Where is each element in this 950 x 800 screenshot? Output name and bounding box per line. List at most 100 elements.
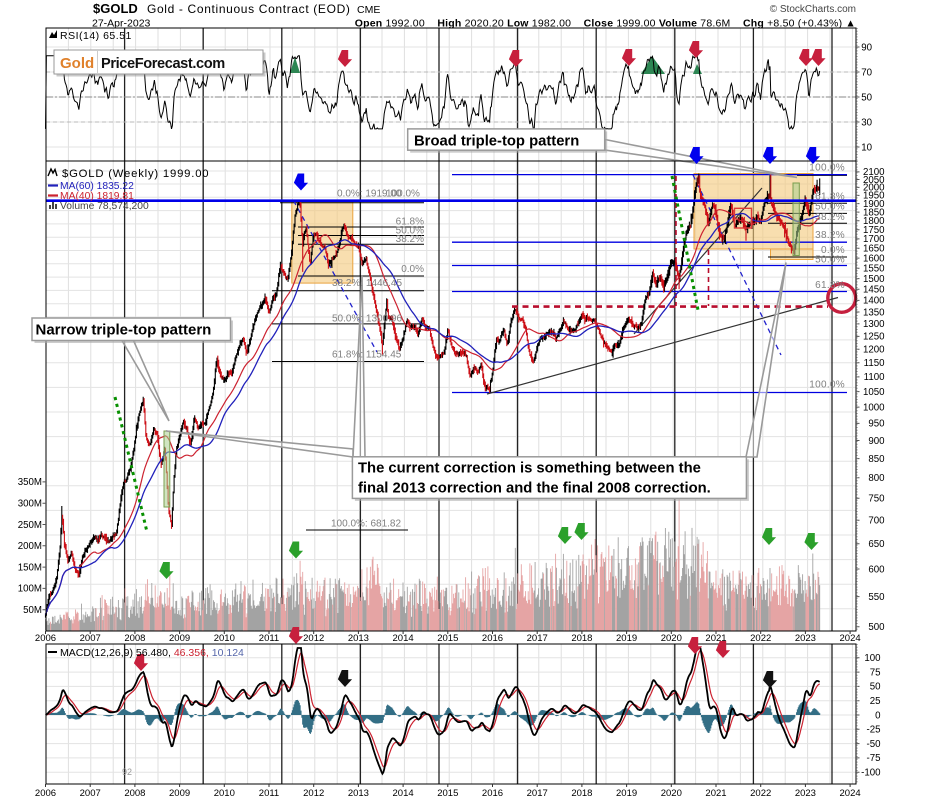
svg-text:2013: 2013 bbox=[348, 788, 369, 799]
svg-text:0.0%: 1919.00: 0.0%: 1919.00 bbox=[337, 189, 402, 200]
svg-text:61.8%: 1154.45: 61.8%: 1154.45 bbox=[332, 350, 402, 361]
svg-text:MA(60) 1835.22: MA(60) 1835.22 bbox=[60, 181, 134, 192]
svg-text:2022: 2022 bbox=[750, 633, 771, 644]
svg-text:38.2%: 38.2% bbox=[815, 230, 845, 241]
svg-text:61.8%: 61.8% bbox=[815, 191, 845, 202]
svg-text:1050: 1050 bbox=[863, 387, 885, 398]
svg-text:700: 700 bbox=[868, 516, 885, 527]
svg-text:100.0%: 100.0% bbox=[809, 379, 845, 390]
svg-text:100.0%: 100.0% bbox=[386, 189, 420, 200]
svg-text:2100: 2100 bbox=[863, 167, 885, 178]
svg-text:2050: 2050 bbox=[863, 175, 885, 186]
svg-text:1300: 1300 bbox=[863, 319, 885, 330]
svg-text:2009: 2009 bbox=[169, 633, 190, 644]
svg-text:38.2%: 1446.45: 38.2%: 1446.45 bbox=[332, 278, 402, 289]
svg-text:Narrow triple-top pattern: Narrow triple-top pattern bbox=[36, 322, 212, 339]
svg-text:100.0%: 100.0% bbox=[809, 163, 845, 174]
svg-text:100: 100 bbox=[864, 653, 881, 664]
svg-text:2010: 2010 bbox=[214, 788, 235, 799]
svg-text:75: 75 bbox=[870, 667, 881, 678]
svg-text:1850: 1850 bbox=[863, 207, 885, 218]
svg-text:2022: 2022 bbox=[750, 788, 771, 799]
svg-text:Open 1992.00 High 2020.20 L: Open 1992.00 High 2020.20 Low 1982.00 Cl… bbox=[355, 18, 856, 30]
svg-text:2015: 2015 bbox=[437, 788, 458, 799]
svg-text:50.0%: 50.0% bbox=[815, 254, 845, 265]
svg-text:2007: 2007 bbox=[80, 788, 101, 799]
svg-text:800: 800 bbox=[868, 473, 885, 484]
svg-text:27-Apr-2023: 27-Apr-2023 bbox=[92, 18, 151, 30]
svg-text:0.0%: 0.0% bbox=[401, 264, 424, 275]
svg-text:1900: 1900 bbox=[863, 199, 885, 210]
svg-text:2023: 2023 bbox=[795, 633, 816, 644]
svg-text:2010: 2010 bbox=[214, 633, 235, 644]
svg-text:1100: 1100 bbox=[864, 372, 885, 383]
svg-text:2018: 2018 bbox=[571, 788, 592, 799]
svg-text:100.0%: 681.82: 100.0%: 681.82 bbox=[331, 519, 401, 530]
svg-text:final 2013 correction and the: final 2013 correction and the final 2008… bbox=[358, 481, 711, 497]
svg-text:Gold - Continuous Contract (EO: Gold - Continuous Contract (EOD) bbox=[147, 2, 351, 16]
svg-text:MA(40) 1819.81: MA(40) 1819.81 bbox=[60, 191, 134, 202]
svg-text:-50: -50 bbox=[866, 739, 881, 750]
svg-text:2006: 2006 bbox=[35, 633, 56, 644]
svg-text:2016: 2016 bbox=[482, 788, 503, 799]
svg-text:Broad triple-top pattern: Broad triple-top pattern bbox=[414, 133, 579, 149]
svg-text:0.0%: 0.0% bbox=[821, 245, 845, 256]
svg-text:650: 650 bbox=[868, 539, 885, 550]
svg-text:1450: 1450 bbox=[863, 285, 885, 296]
svg-text:2017: 2017 bbox=[527, 788, 548, 799]
svg-text:PriceForecast.com: PriceForecast.com bbox=[101, 56, 225, 72]
svg-text:38.2%: 38.2% bbox=[815, 212, 845, 223]
svg-text:2021: 2021 bbox=[705, 788, 726, 799]
svg-text:2018: 2018 bbox=[571, 633, 592, 644]
svg-text:2016: 2016 bbox=[482, 633, 503, 644]
svg-text:25: 25 bbox=[870, 696, 881, 707]
svg-text:0: 0 bbox=[875, 710, 881, 721]
svg-text:150M: 150M bbox=[18, 562, 42, 573]
svg-text:2008: 2008 bbox=[124, 788, 145, 799]
svg-text:2012: 2012 bbox=[303, 633, 324, 644]
svg-text:350M: 350M bbox=[18, 477, 42, 488]
svg-text:2017: 2017 bbox=[527, 633, 548, 644]
svg-text:1600: 1600 bbox=[863, 253, 885, 264]
svg-text:1800: 1800 bbox=[863, 216, 885, 227]
svg-text:2011: 2011 bbox=[259, 788, 279, 799]
svg-text:$GOLD: $GOLD bbox=[93, 1, 138, 16]
svg-text:2019: 2019 bbox=[616, 788, 637, 799]
svg-text:50: 50 bbox=[861, 92, 872, 103]
svg-text:Volume 78,574,200: Volume 78,574,200 bbox=[60, 201, 149, 212]
svg-text:2009: 2009 bbox=[169, 788, 190, 799]
svg-text:2012: 2012 bbox=[303, 788, 324, 799]
svg-text:61.8%: 61.8% bbox=[815, 280, 845, 291]
svg-text:50: 50 bbox=[870, 682, 881, 693]
svg-text:2013: 2013 bbox=[348, 633, 369, 644]
svg-text:1350: 1350 bbox=[863, 307, 885, 318]
svg-text:100M: 100M bbox=[18, 584, 42, 595]
svg-text:2020: 2020 bbox=[661, 788, 682, 799]
svg-text:38.2%: 38.2% bbox=[396, 234, 424, 245]
svg-text:2019: 2019 bbox=[616, 633, 637, 644]
svg-text:70: 70 bbox=[861, 67, 872, 78]
svg-text:Gold: Gold bbox=[60, 55, 94, 72]
svg-text:2024: 2024 bbox=[840, 788, 861, 799]
svg-text:92: 92 bbox=[122, 767, 132, 777]
svg-text:550: 550 bbox=[868, 592, 885, 603]
svg-text:750: 750 bbox=[868, 494, 885, 505]
svg-text:2007: 2007 bbox=[80, 633, 101, 644]
svg-text:950: 950 bbox=[868, 419, 885, 430]
svg-text:2021: 2021 bbox=[705, 633, 726, 644]
svg-text:1750: 1750 bbox=[863, 225, 885, 236]
svg-text:1700: 1700 bbox=[863, 234, 885, 245]
svg-text:50.0%: 1300.96: 50.0%: 1300.96 bbox=[332, 313, 402, 324]
svg-text:10: 10 bbox=[861, 142, 872, 153]
svg-text:2008: 2008 bbox=[124, 633, 145, 644]
svg-text:50.0%: 50.0% bbox=[396, 225, 424, 236]
svg-text:2024: 2024 bbox=[840, 633, 861, 644]
svg-text:2011: 2011 bbox=[259, 633, 279, 644]
svg-text:-100: -100 bbox=[861, 768, 881, 779]
svg-text:900: 900 bbox=[868, 436, 885, 447]
svg-text:2000: 2000 bbox=[863, 183, 885, 194]
svg-text:1650: 1650 bbox=[863, 244, 885, 255]
svg-text:RSI(14) 65.51: RSI(14) 65.51 bbox=[60, 30, 132, 42]
svg-text:-75: -75 bbox=[866, 753, 880, 764]
svg-text:MACD(12,26,9) 56.480, 46.356,: MACD(12,26,9) 56.480, 46.356, 10.124 bbox=[60, 647, 244, 659]
